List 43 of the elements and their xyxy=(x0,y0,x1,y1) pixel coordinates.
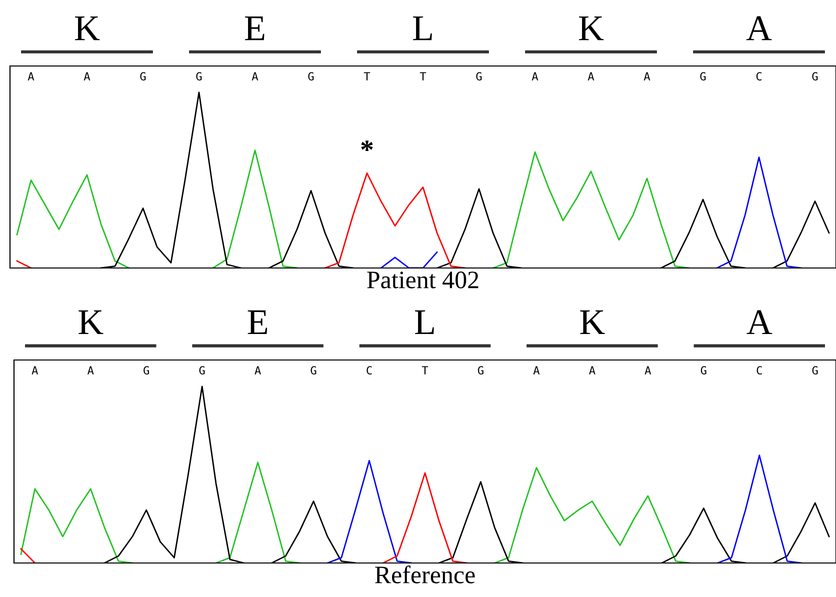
x-tick-label: T xyxy=(420,72,426,80)
text: K xyxy=(580,310,605,334)
text: A xyxy=(746,16,772,40)
x-tick-label: G xyxy=(700,72,706,81)
x-tick-label: G xyxy=(196,72,202,81)
x-tick-label: G xyxy=(700,366,706,375)
annotation: * xyxy=(361,140,373,152)
x-tick-label: A xyxy=(28,72,34,80)
text: E xyxy=(245,16,264,40)
x-tick-label: A xyxy=(589,366,596,374)
x-tick-label: A xyxy=(644,72,650,80)
x-tick-label: A xyxy=(32,366,38,374)
x-tick-label: G xyxy=(476,72,482,81)
x-tick-label: T xyxy=(422,366,428,374)
x-tick-label: G xyxy=(478,366,484,375)
x-tick-label: G xyxy=(144,366,149,375)
text: E xyxy=(248,310,268,334)
x-tick-label: A xyxy=(532,72,538,80)
text: K xyxy=(75,16,100,40)
x-tick-label: C xyxy=(756,366,762,375)
text: A xyxy=(746,310,772,334)
x-axis-title: Reference xyxy=(375,566,475,584)
text: K xyxy=(78,310,104,334)
x-tick-label: G xyxy=(140,72,146,81)
text: L xyxy=(413,16,432,40)
text: K xyxy=(579,16,604,40)
x-tick-label: A xyxy=(87,366,94,374)
x-tick-label: G xyxy=(812,72,818,81)
x-tick-label: C xyxy=(366,366,372,375)
x-tick-label: T xyxy=(364,72,370,80)
x-tick-label: A xyxy=(588,72,594,80)
x-tick-label: C xyxy=(756,72,762,81)
x-tick-label: A xyxy=(533,366,540,374)
text: L xyxy=(415,310,434,334)
x-tick-label: G xyxy=(812,366,818,375)
x-tick-label: A xyxy=(252,72,258,80)
x-tick-label: A xyxy=(254,366,261,374)
x-tick-label: A xyxy=(644,366,652,374)
x-tick-label: G xyxy=(199,366,205,375)
x-tick-label: G xyxy=(310,366,316,375)
x-tick-label: G xyxy=(308,72,314,81)
x-tick-label: A xyxy=(84,72,90,80)
x-axis-title: Patient 402 xyxy=(367,272,478,288)
